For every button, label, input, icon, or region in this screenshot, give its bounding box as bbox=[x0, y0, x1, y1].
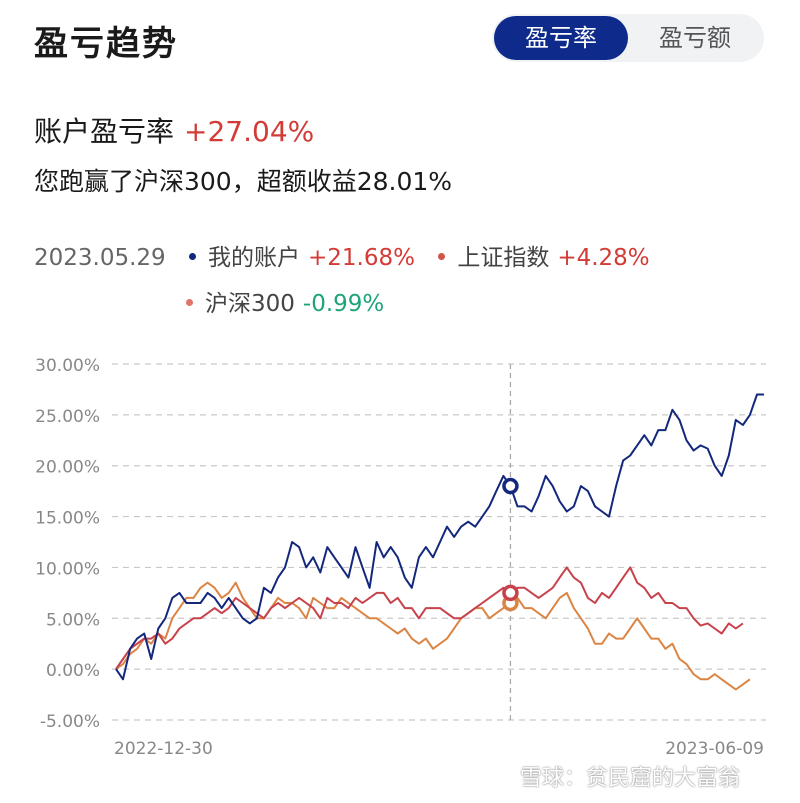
legend-value: +4.28% bbox=[557, 245, 650, 271]
highlight-point-0 bbox=[502, 477, 519, 495]
legend-item-account: 我的账户 +21.68% bbox=[189, 238, 415, 272]
page-title: 盈亏趋势 bbox=[34, 24, 178, 64]
legend-name: 沪深300 bbox=[205, 291, 295, 317]
y-tick-label: 20.00% bbox=[35, 458, 100, 478]
y-tick-label: 25.00% bbox=[35, 407, 100, 427]
watermark: 雪球：贫民窟的大富翁 bbox=[520, 766, 741, 791]
legend-name: 上证指数 bbox=[457, 245, 550, 271]
x-tick-label: 2022-12-30 bbox=[114, 739, 213, 759]
y-tick-label: 5.00% bbox=[46, 610, 100, 630]
tab-profit-amount[interactable]: 盈亏额 bbox=[659, 24, 731, 52]
legend-date: 2023.05.29 bbox=[34, 245, 166, 271]
legend-dot-icon bbox=[189, 253, 197, 260]
y-tick-label: -5.00% bbox=[40, 712, 100, 732]
account-rate-value: +27.04% bbox=[184, 115, 315, 148]
y-tick-label: 10.00% bbox=[35, 559, 100, 579]
series-line-1 bbox=[115, 566, 744, 670]
highlight-point-1 bbox=[502, 584, 519, 602]
legend-row-1: 2023.05.29 我的账户 +21.68% 上证指数 +4.28% bbox=[34, 238, 650, 272]
y-tick-label: 0.00% bbox=[46, 661, 100, 681]
series-line-0 bbox=[115, 393, 764, 681]
x-tick-label: 2023-06-09 bbox=[665, 739, 764, 759]
beat-benchmark-text: 您跑赢了沪深300，超额收益28.01% bbox=[34, 167, 453, 196]
series-line-2 bbox=[115, 581, 751, 691]
legend-value: -0.99% bbox=[302, 291, 385, 317]
legend-value: +21.68% bbox=[308, 245, 415, 271]
line-chart[interactable]: 30.00% 25.00% 20.00% 15.00% 10.00% 5.00% 0.00%… bbox=[0, 340, 800, 760]
account-rate-row: 账户盈亏率 +27.04% bbox=[34, 110, 314, 150]
legend-row-2: 沪深300 -0.99% bbox=[170, 284, 384, 318]
account-rate-label: 账户盈亏率 bbox=[34, 115, 175, 148]
y-tick-label: 15.00% bbox=[35, 509, 100, 529]
y-tick-label: 30.00% bbox=[35, 356, 100, 376]
legend-dot-icon bbox=[438, 253, 446, 260]
metric-toggle: 盈亏率 盈亏额 bbox=[492, 14, 764, 62]
tab-profit-rate[interactable]: 盈亏率 bbox=[494, 16, 628, 60]
legend-item-sse: 上证指数 +4.28% bbox=[438, 238, 650, 272]
legend-dot-icon bbox=[186, 299, 193, 306]
legend-name: 我的账户 bbox=[208, 245, 301, 271]
legend-item-csi300: 沪深300 -0.99% bbox=[186, 284, 384, 318]
